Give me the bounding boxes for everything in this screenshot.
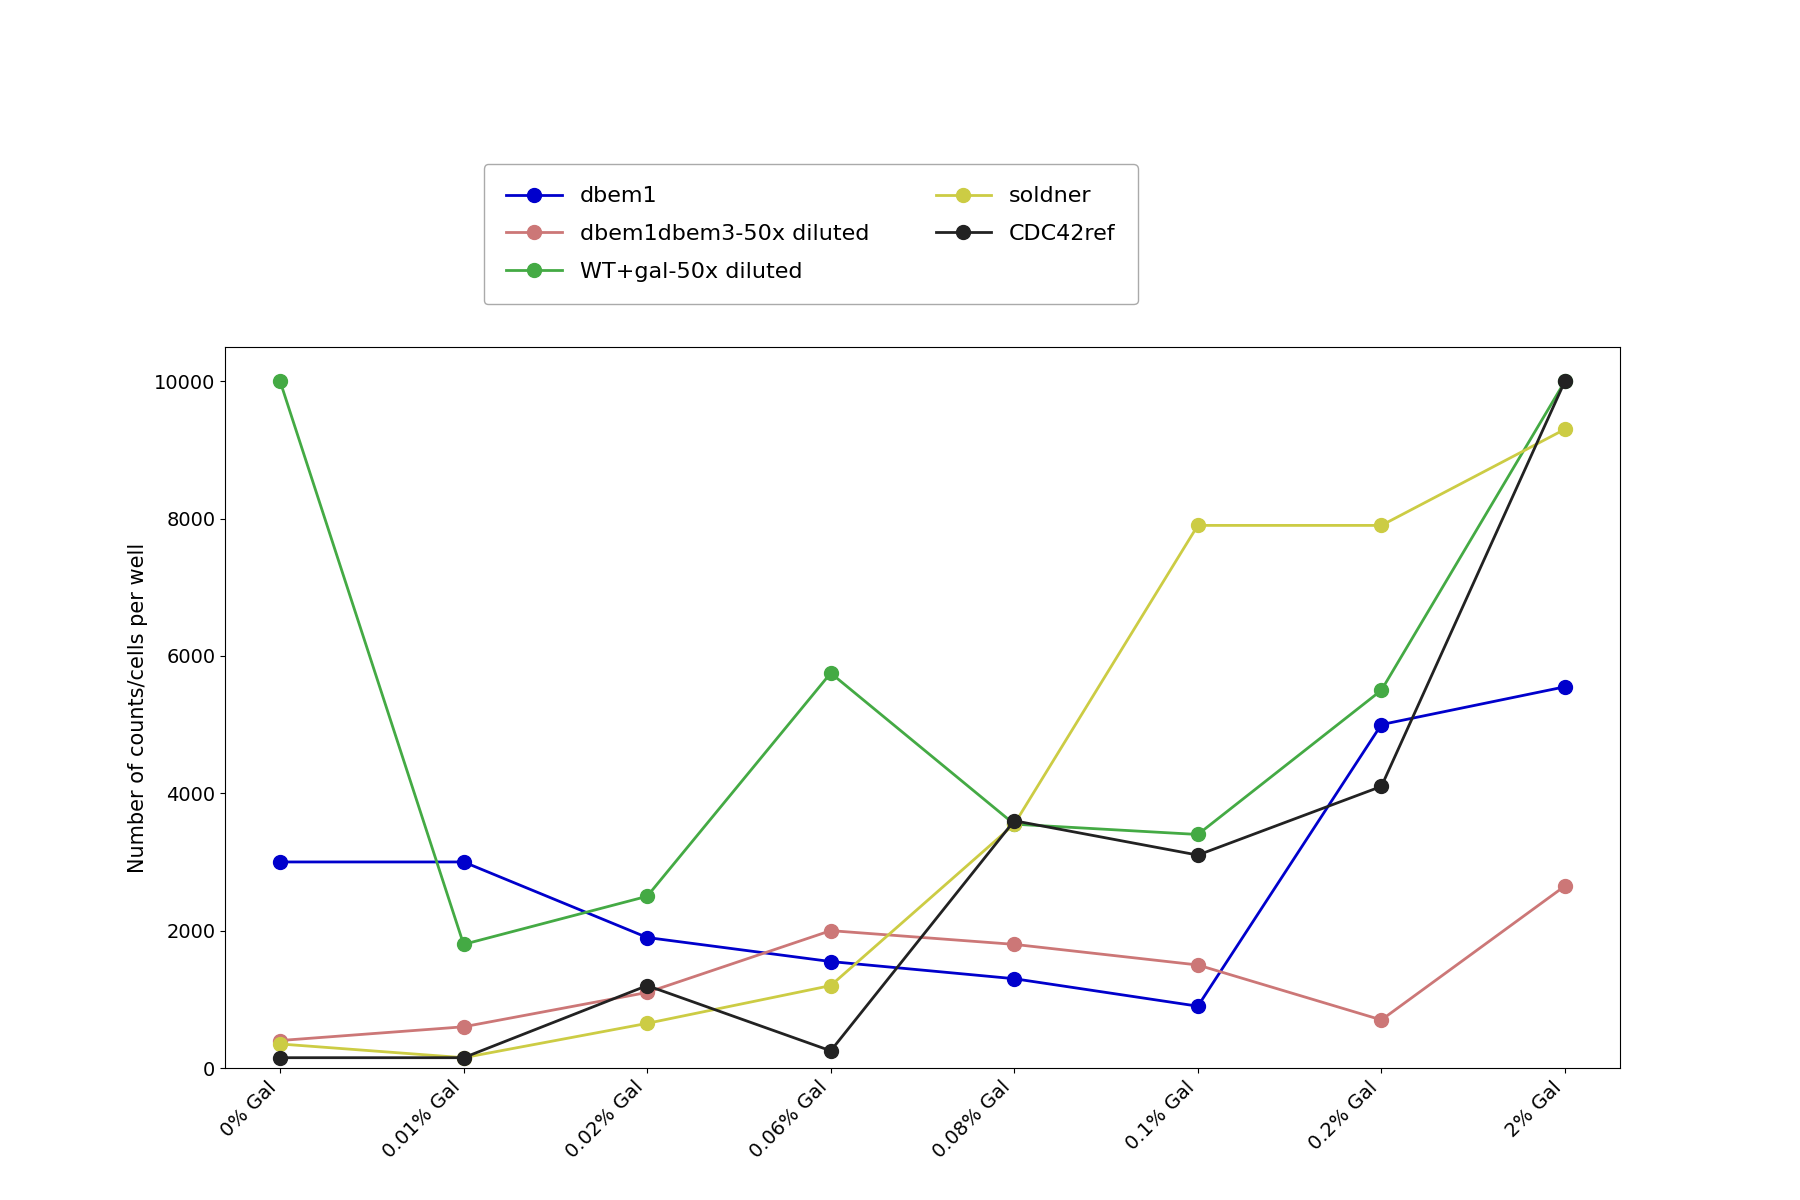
WT+gal-50x diluted — [1370, 683, 1391, 697]
dbem1dbem3-50x diluted — [1186, 958, 1208, 972]
soldner — [1186, 518, 1208, 533]
WT+gal-50x diluted — [270, 374, 292, 389]
WT+gal-50x diluted — [1553, 374, 1575, 389]
CDC42ref — [637, 978, 659, 992]
dbem1 — [1370, 718, 1391, 732]
soldner — [637, 1016, 659, 1031]
dbem1 — [1003, 972, 1024, 986]
soldner — [270, 1037, 292, 1051]
dbem1 — [1186, 998, 1208, 1013]
dbem1dbem3-50x diluted — [1003, 937, 1024, 952]
WT+gal-50x diluted — [454, 937, 475, 952]
soldner — [1553, 422, 1575, 437]
soldner — [821, 978, 842, 992]
CDC42ref — [1553, 374, 1575, 389]
dbem1 — [821, 954, 842, 968]
CDC42ref — [1186, 848, 1208, 863]
WT+gal-50x diluted — [1186, 827, 1208, 841]
CDC42ref — [1003, 814, 1024, 828]
Line: dbem1: dbem1 — [274, 680, 1571, 1013]
soldner — [454, 1050, 475, 1064]
Legend: dbem1, dbem1dbem3-50x diluted, WT+gal-50x diluted, soldner, CDC42ref: dbem1, dbem1dbem3-50x diluted, WT+gal-50… — [484, 164, 1138, 304]
Line: CDC42ref: CDC42ref — [274, 374, 1571, 1064]
dbem1 — [637, 930, 659, 944]
CDC42ref — [454, 1050, 475, 1064]
dbem1dbem3-50x diluted — [1553, 878, 1575, 893]
dbem1dbem3-50x diluted — [821, 924, 842, 938]
Y-axis label: Number of counts/cells per well: Number of counts/cells per well — [128, 542, 148, 872]
dbem1dbem3-50x diluted — [1370, 1013, 1391, 1027]
soldner — [1003, 817, 1024, 832]
Line: soldner: soldner — [274, 422, 1571, 1064]
CDC42ref — [821, 1044, 842, 1058]
Line: WT+gal-50x diluted: WT+gal-50x diluted — [274, 374, 1571, 952]
dbem1 — [270, 854, 292, 869]
dbem1dbem3-50x diluted — [270, 1033, 292, 1048]
WT+gal-50x diluted — [1003, 817, 1024, 832]
WT+gal-50x diluted — [637, 889, 659, 904]
dbem1dbem3-50x diluted — [637, 985, 659, 1000]
Line: dbem1dbem3-50x diluted: dbem1dbem3-50x diluted — [274, 880, 1571, 1048]
dbem1dbem3-50x diluted — [454, 1020, 475, 1034]
CDC42ref — [1370, 779, 1391, 793]
dbem1 — [1553, 679, 1575, 694]
soldner — [1370, 518, 1391, 533]
WT+gal-50x diluted — [821, 666, 842, 680]
CDC42ref — [270, 1050, 292, 1064]
dbem1 — [454, 854, 475, 869]
